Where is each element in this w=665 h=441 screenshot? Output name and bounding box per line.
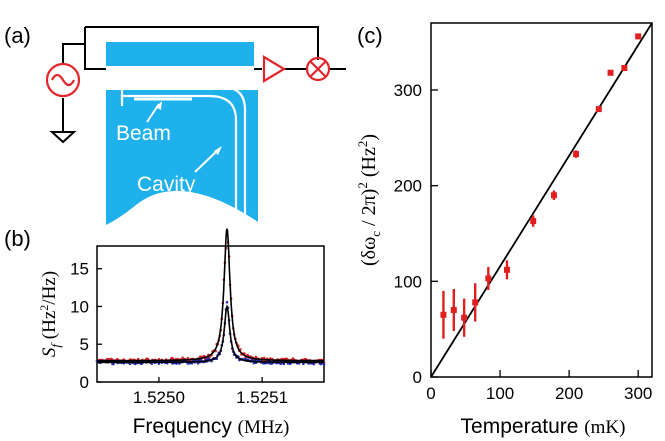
panel-c-xlabel: Temperature (mK) <box>461 415 626 438</box>
panel-b-point <box>112 362 115 366</box>
panel-c-data <box>430 22 653 378</box>
panel-b-ticks: 0 5 10 15 1.5250 1.5251 <box>70 260 288 407</box>
panel-b-point <box>279 362 283 366</box>
cavity-label: Cavity <box>137 173 196 196</box>
panel-b-point <box>110 357 113 361</box>
circuit-wires <box>62 26 346 132</box>
panel-c-ytick-label: 100 <box>394 272 422 291</box>
panel-b-point <box>252 361 256 365</box>
panel-c-ticks: 0 100 200 300 0 100 200 300 <box>394 81 653 403</box>
panel-c-point <box>635 33 642 40</box>
panel-b-ytick-label: 0 <box>80 373 89 392</box>
panel-c-ylabel: (δωc / 2π)2 (Hz2) <box>355 134 383 266</box>
chip-top-bar <box>106 42 254 66</box>
chip-body <box>106 90 258 225</box>
panel-c-point <box>461 314 468 321</box>
panel-c-fit-line <box>430 22 653 378</box>
panel-c-point <box>440 311 447 318</box>
panel-b-point <box>262 356 266 360</box>
panel-b-label: (b) <box>4 226 31 251</box>
panel-c-ytick-label: 300 <box>394 81 422 100</box>
panel-c-point <box>485 275 492 282</box>
panel-c-point <box>595 106 602 113</box>
ground-icon <box>49 131 77 144</box>
panel-c-plot-frame <box>430 22 653 378</box>
panel-c-point <box>472 299 479 306</box>
panel-b-point <box>312 362 316 366</box>
panel-c-ytick-label: 200 <box>394 177 422 196</box>
panel-b-data <box>95 228 326 366</box>
mixer-icon <box>305 56 331 82</box>
panel-c-label: (c) <box>357 23 383 48</box>
panel-c-ytick-label: 0 <box>413 368 422 387</box>
panel-c-xtick-label: 300 <box>624 384 652 403</box>
panel-c-point <box>503 266 510 273</box>
panel-b-plot-frame <box>96 245 325 383</box>
panel-b-ytick-label: 15 <box>70 260 89 279</box>
panel-b-point <box>186 356 190 360</box>
panel-c-xtick-label: 100 <box>486 384 514 403</box>
panel-b-fit-line <box>97 304 324 364</box>
panel-a: (a) Beam Cavity <box>4 23 346 225</box>
panel-b-point <box>196 362 200 365</box>
ac-source-icon <box>45 62 81 98</box>
panel-b: (b) 0 5 10 15 1.5250 1.5251 Frequency (MHz) S… <box>4 226 326 438</box>
panel-b-ytick-label: 10 <box>70 297 89 316</box>
panel-c-xtick-label: 0 <box>426 384 435 403</box>
panel-b-point <box>322 363 326 366</box>
panel-b-point <box>282 362 286 366</box>
cavity-arrow-head <box>214 146 222 155</box>
panel-b-xtick-label: 1.5251 <box>236 388 288 407</box>
panel-a-label: (a) <box>4 23 31 48</box>
panel-b-ylabel: Sf (Hz2/Hz) <box>37 271 63 357</box>
panel-c-point <box>573 151 580 158</box>
panel-b-fit-line <box>97 228 324 362</box>
panel-c-point <box>621 64 628 71</box>
cavity-arrow <box>194 149 219 173</box>
panel-c-point <box>530 218 537 225</box>
panel-b-ytick-label: 5 <box>80 335 89 354</box>
panel-c-point <box>607 69 614 76</box>
panel-c: (c) 0 100 200 300 0 100 200 300 Temperature (mK… <box>355 22 653 438</box>
panel-b-xtick-label: 1.5250 <box>133 388 185 407</box>
beam-arrow-head <box>156 101 162 110</box>
panel-b-point <box>225 301 229 304</box>
panel-c-point <box>450 307 457 314</box>
panel-c-xtick-label: 200 <box>555 384 583 403</box>
panel-b-point <box>106 357 109 361</box>
beam-label: Beam <box>116 122 171 145</box>
amplifier-icon <box>262 55 287 83</box>
panel-c-point <box>550 192 557 199</box>
panel-b-xlabel: Frequency (MHz) <box>133 415 290 438</box>
